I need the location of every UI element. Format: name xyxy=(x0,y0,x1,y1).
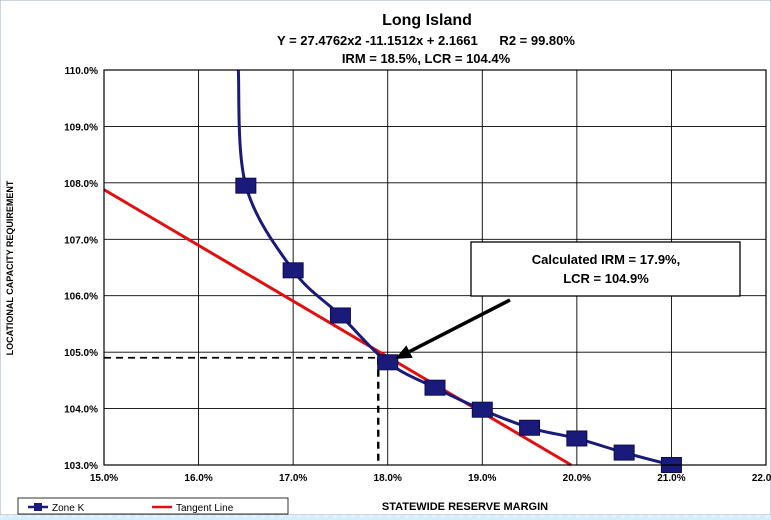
annotation-line-1: Calculated IRM = 17.9%, xyxy=(532,252,680,267)
zone-k-point xyxy=(235,177,257,194)
x-axis-label: STATEWIDE RESERVE MARGIN xyxy=(382,501,548,513)
chart-title: Long Island xyxy=(382,12,472,29)
annotation-arrow xyxy=(395,298,511,359)
annotation-box-frame xyxy=(470,241,741,297)
tangent-line xyxy=(103,188,572,467)
legend-zone-k-label: Zone K xyxy=(52,503,85,514)
x-tick-label: 19.0% xyxy=(468,473,496,484)
x-tick-label: 17.0% xyxy=(279,473,307,484)
zone-k-point xyxy=(329,307,351,324)
y-tick-label: 108.0% xyxy=(64,179,98,190)
x-tick-label: 20.0% xyxy=(563,473,591,484)
zone-k-point xyxy=(471,401,493,418)
y-tick-label: 103.0% xyxy=(64,461,98,472)
tick-labels: 15.0% 16.0% 17.0% 18.0% 19.0% 20.0% 21.0% 22.0%… xyxy=(64,66,771,484)
series-layer xyxy=(103,69,682,473)
zone-k-point xyxy=(424,379,446,396)
legend-zone-k-marker xyxy=(34,503,42,511)
annotation-arrow-shaft xyxy=(408,298,511,354)
y-tick-label: 104.0% xyxy=(64,405,98,416)
x-tick-label: 22.0% xyxy=(752,473,771,484)
x-tick-label: 15.0% xyxy=(90,473,118,484)
zone-k-point xyxy=(566,430,588,447)
y-tick-label: 107.0% xyxy=(64,235,98,246)
annotation-box: Calculated IRM = 17.9%, LCR = 104.9% xyxy=(470,241,741,297)
y-tick-label: 106.0% xyxy=(64,292,98,303)
annotation-arrow-head xyxy=(395,345,413,359)
y-axis-label: LOCATIONAL CAPACITY REQUIREMENT xyxy=(5,180,15,355)
annotation-line-2: LCR = 104.9% xyxy=(563,271,649,286)
plot-area-border xyxy=(103,69,767,466)
x-tick-label: 16.0% xyxy=(184,473,212,484)
y-tick-label: 109.0% xyxy=(64,122,98,133)
zone-k-point xyxy=(519,419,541,436)
zone-k-point xyxy=(613,444,635,461)
reference-lines xyxy=(104,356,380,465)
chart-equation: Y = 27.4762x2 -11.1512x + 2.1661 R2 = 99… xyxy=(277,33,575,48)
chart-irm-lcr-subtitle: IRM = 18.5%, LCR = 104.4% xyxy=(342,51,511,66)
zone-k-point xyxy=(377,354,399,371)
zone-k-point xyxy=(282,262,304,279)
x-tick-label: 21.0% xyxy=(657,473,685,484)
y-tick-label: 105.0% xyxy=(64,348,98,359)
legend-tangent-label: Tangent Line xyxy=(176,503,234,514)
y-tick-label: 110.0% xyxy=(65,66,98,77)
x-tick-label: 18.0% xyxy=(374,473,402,484)
legend: Zone K Tangent Line xyxy=(17,497,289,515)
